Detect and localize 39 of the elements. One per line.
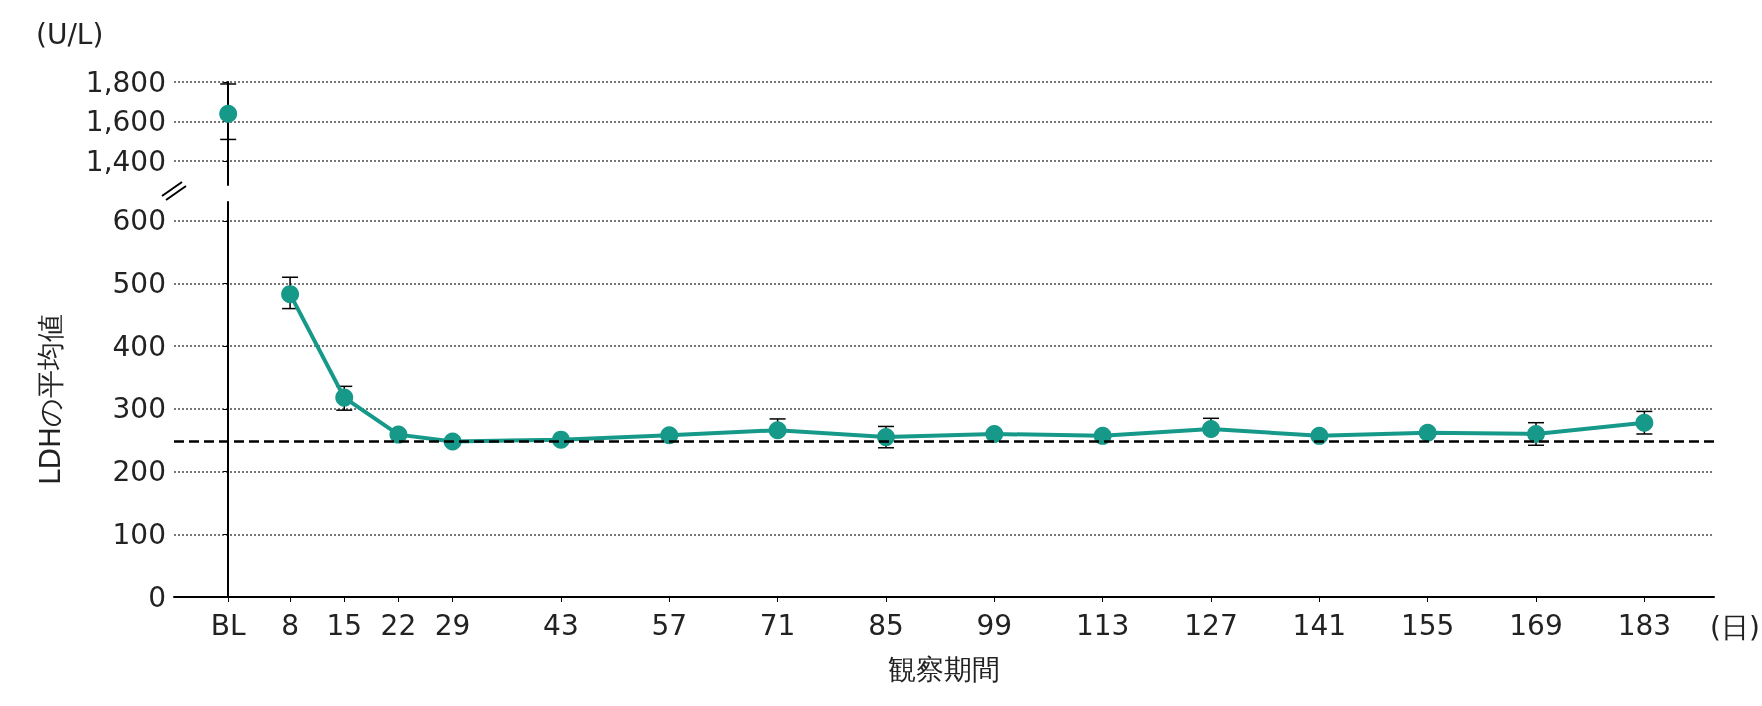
y-tick-label: 500 [112,267,166,301]
x-tick-label: 22 [380,608,417,642]
x-tick-label: 141 [1292,608,1347,642]
x-tick-label: 71 [759,608,796,642]
point [660,426,679,445]
text: (日) [1710,610,1760,644]
x-tick-label: 85 [868,608,904,642]
y-tick-label: 600 [112,204,166,238]
x-tick-label: 155 [1400,608,1455,642]
x-tick-label: 99 [976,608,1013,642]
point [281,285,300,304]
x-tick-label: 57 [651,608,688,642]
point [389,425,408,444]
point [1527,424,1546,443]
x-tick-label: 113 [1075,608,1130,642]
x-axis-title: 観察期間 [888,652,1000,686]
y-tick-label: 200 [112,455,166,489]
text: (U/L) [36,17,104,51]
point [985,424,1004,443]
y-tick-label: 1,800 [85,65,166,99]
y-tick-label: 1,400 [85,144,166,178]
y-tick-label: 0 [148,580,166,614]
y-tick-label: 300 [112,392,166,426]
x-tick-label: 169 [1509,608,1563,642]
x-tick-label: 8 [281,608,299,642]
y-tick-label: 1,600 [85,105,166,139]
y-tick-label: 100 [112,517,166,551]
x-tick-label: 29 [434,608,471,642]
x-tick-label: BL [210,608,246,642]
y-tick-label: 400 [112,329,166,363]
x-tick-label: 183 [1617,608,1672,642]
point [335,388,354,407]
x-tick-label: 43 [543,608,579,642]
point [768,421,787,440]
x-tick-label: 15 [326,608,363,642]
y-axis-title: LDHの平均値 [33,313,67,486]
point [1418,423,1437,442]
point [1202,419,1220,438]
x-tick-label: 127 [1184,608,1238,642]
